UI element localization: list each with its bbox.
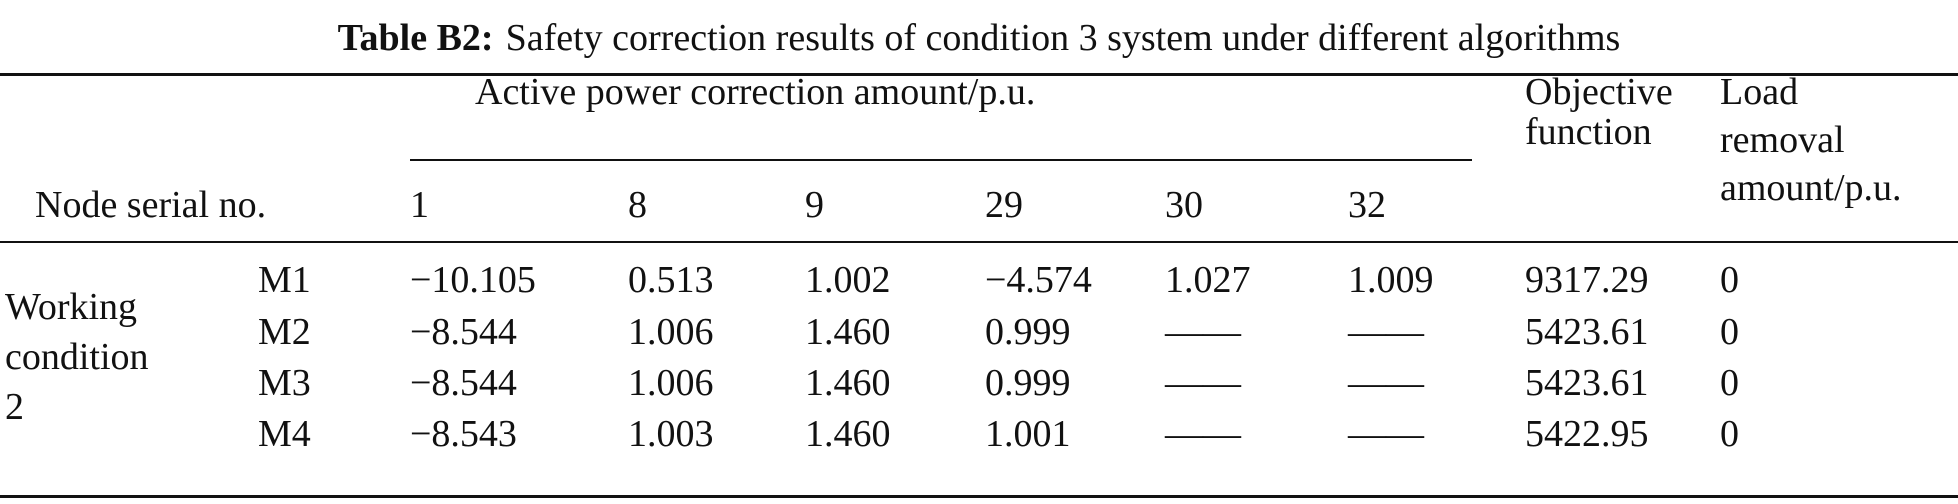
table-caption: Table B2: Safety correction results of co… [0,16,1958,60]
group-label: Working [5,286,138,328]
cell: —— [1165,311,1241,353]
cell: 1.009 [1348,259,1434,301]
cell: 0.513 [628,259,714,301]
cell: 0 [1720,413,1739,455]
cell: 1.003 [628,413,714,455]
column-header: 30 [1165,184,1203,226]
cell: —— [1348,311,1424,353]
cell: 0.999 [985,362,1071,404]
bottom-rule [0,495,1958,498]
row-label: M1 [258,259,311,301]
row-label: M2 [258,311,311,353]
column-header: 32 [1348,184,1386,226]
row-label: M4 [258,413,311,455]
cell: −4.574 [985,259,1092,301]
objective-header: Objective [1525,71,1673,113]
load-header: amount/p.u. [1720,167,1902,209]
cell: 0.999 [985,311,1071,353]
load-header: removal [1720,119,1845,161]
top-rule [0,73,1958,76]
column-header: 29 [985,184,1023,226]
header-rule [0,241,1958,243]
cell: 1.001 [985,413,1071,455]
cell: 0 [1720,259,1739,301]
cell: —— [1165,413,1241,455]
cell: 1.460 [805,413,891,455]
column-header: 8 [628,184,647,226]
cell: —— [1348,413,1424,455]
cell: 1.006 [628,362,714,404]
row-header: Node serial no. [35,184,267,226]
cell: —— [1165,362,1241,404]
cell: −10.105 [410,259,536,301]
cell: 0 [1720,311,1739,353]
cell: 1.027 [1165,259,1251,301]
row-label: M3 [258,362,311,404]
cell: 5423.61 [1525,362,1649,404]
group-rule [410,159,1472,161]
cell: 1.460 [805,311,891,353]
caption-text: Safety correction results of condition 3… [505,17,1621,59]
column-header: 9 [805,184,824,226]
cell: −8.544 [410,362,517,404]
cell: —— [1348,362,1424,404]
cell: −8.543 [410,413,517,455]
cell: 1.006 [628,311,714,353]
cell: 1.002 [805,259,891,301]
group-header: Active power correction amount/p.u. [475,71,1036,113]
cell: 0 [1720,362,1739,404]
cell: −8.544 [410,311,517,353]
cell: 5423.61 [1525,311,1649,353]
group-label: 2 [5,386,24,428]
group-label: condition [5,336,149,378]
caption-label: Table B2: [337,17,494,59]
cell: 9317.29 [1525,259,1649,301]
objective-header: function [1525,111,1652,153]
cell: 5422.95 [1525,413,1649,455]
cell: 1.460 [805,362,891,404]
column-header: 1 [410,184,429,226]
load-header: Load [1720,71,1799,113]
